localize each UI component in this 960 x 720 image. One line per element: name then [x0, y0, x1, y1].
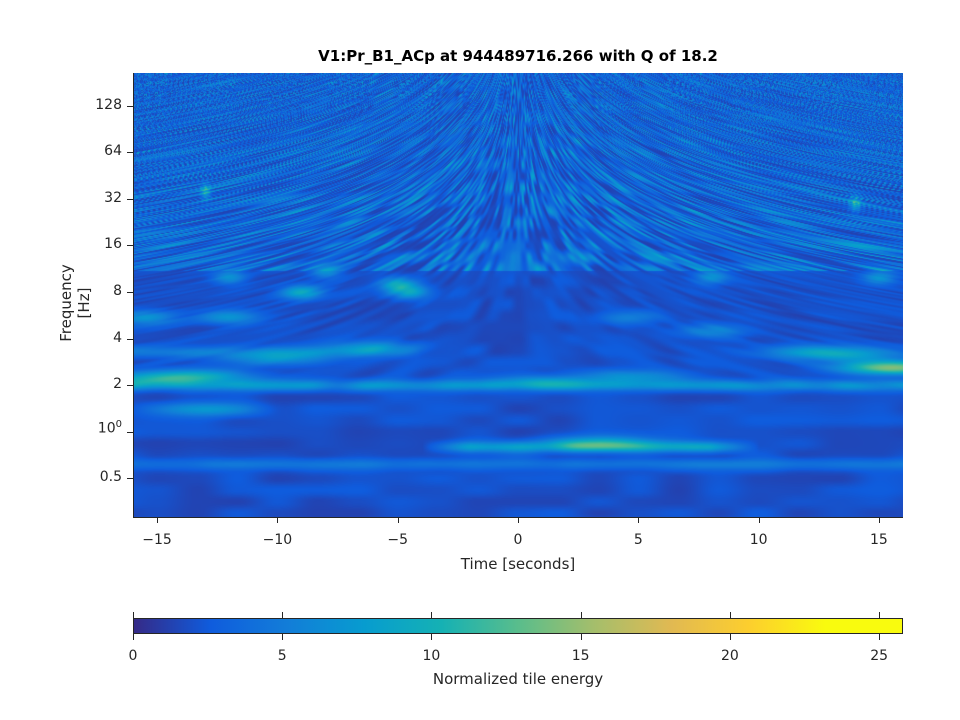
- colorbar-tick-top: [133, 612, 134, 618]
- x-tick: [878, 517, 880, 523]
- heatmap-canvas: [133, 73, 903, 517]
- chart-title: V1:Pr_B1_ACp at 944489716.266 with Q of …: [318, 47, 718, 65]
- y-tick: [127, 431, 133, 433]
- colorbar-tick: [580, 634, 582, 640]
- colorbar-tick-label: 0: [128, 648, 138, 664]
- plot-area: [133, 73, 903, 517]
- y-tick-label: 4: [113, 329, 122, 346]
- x-tick-label: 5: [633, 532, 643, 548]
- y-tick-label: 32: [104, 189, 122, 206]
- y-tick-label: 16: [104, 236, 122, 253]
- x-tick: [518, 517, 519, 523]
- y-tick: [127, 152, 133, 154]
- x-tick-label: −10: [262, 532, 293, 548]
- y-tick: [127, 245, 133, 247]
- y-tick-label: 0.5: [99, 469, 122, 486]
- colorbar-tick-label: 5: [277, 648, 287, 664]
- y-tick-label: 2: [113, 376, 122, 393]
- colorbar-tick-label: 10: [422, 648, 441, 664]
- y-axis-line: [133, 73, 134, 518]
- colorbar-tick: [282, 634, 284, 640]
- x-tick: [638, 517, 640, 523]
- colorbar-tick-top: [431, 612, 433, 618]
- y-tick: [127, 291, 133, 293]
- y-tick: [127, 385, 133, 387]
- x-tick-label: −5: [387, 532, 408, 548]
- colorbar: [133, 618, 903, 634]
- y-tick: [127, 338, 133, 340]
- x-tick-label: 0: [513, 532, 523, 548]
- x-tick-label: 10: [749, 532, 768, 548]
- y-tick: [127, 198, 133, 200]
- colorbar-tick: [729, 634, 731, 640]
- y-tick: [127, 105, 133, 107]
- colorbar-tick-top: [879, 612, 881, 618]
- x-tick: [277, 517, 279, 523]
- x-tick-label: 15: [870, 532, 888, 548]
- colorbar-tick-top: [282, 612, 284, 618]
- colorbar-label: Normalized tile energy: [432, 670, 604, 688]
- x-tick-label: −15: [142, 532, 172, 548]
- colorbar-tick-label: 25: [870, 648, 889, 664]
- colorbar-tick-label: 15: [571, 648, 590, 664]
- y-tick-label: 100: [97, 418, 122, 437]
- x-tick: [157, 517, 159, 523]
- x-axis-label: Time [seconds]: [460, 555, 576, 573]
- colorbar-tick: [431, 634, 433, 640]
- colorbar-tick-top: [580, 612, 582, 618]
- colorbar-tick-top: [729, 612, 731, 618]
- colorbar-tick: [133, 634, 134, 640]
- colorbar-tick-label: 20: [720, 648, 739, 664]
- y-tick-exponent: 0: [115, 418, 122, 430]
- y-tick-label: 128: [95, 96, 122, 113]
- y-tick-label: 64: [104, 143, 122, 160]
- x-tick: [758, 517, 760, 523]
- x-tick: [397, 517, 399, 523]
- y-tick: [127, 478, 133, 480]
- y-tick-label: 8: [113, 282, 122, 299]
- colorbar-tick: [879, 634, 881, 640]
